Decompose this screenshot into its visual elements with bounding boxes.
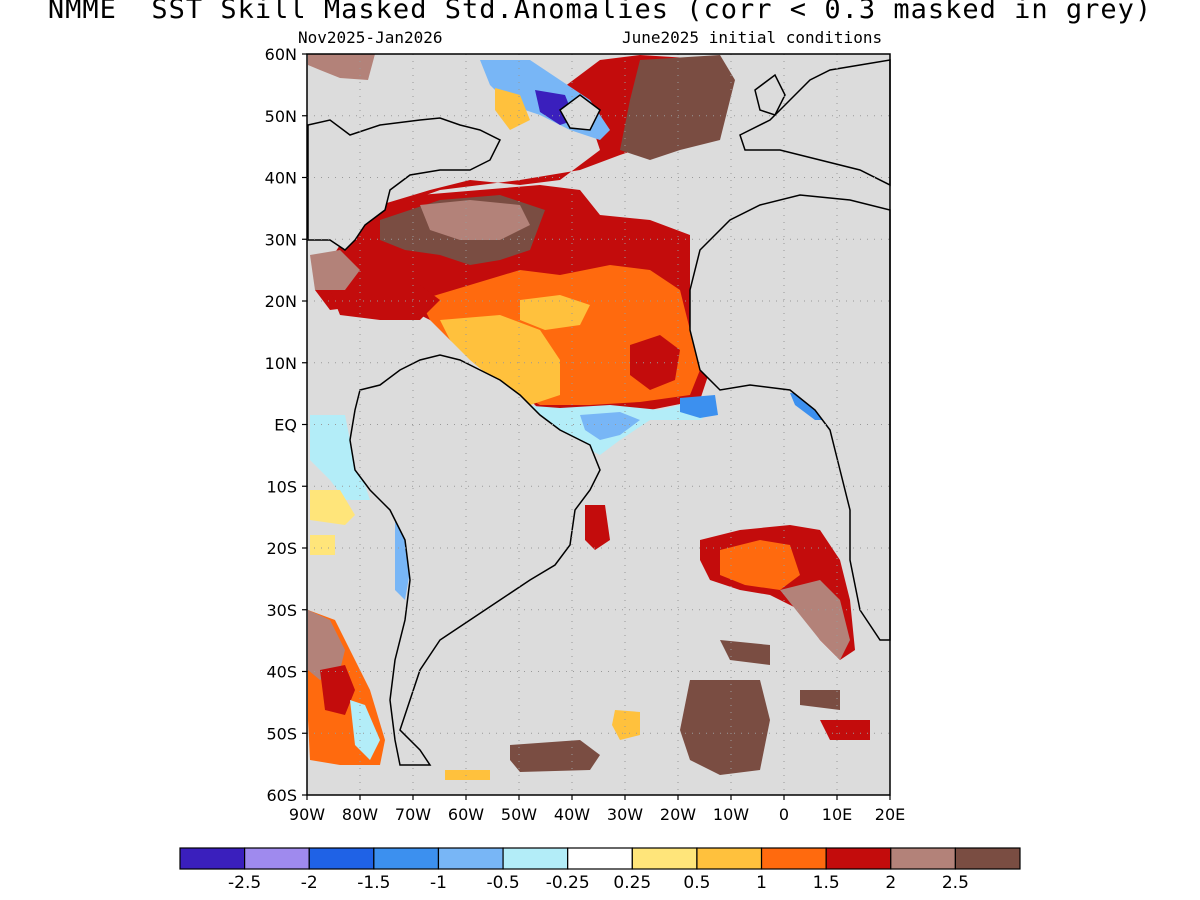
lon-tick-label: 20W — [660, 805, 696, 824]
lat-tick-label: 50S — [266, 724, 297, 743]
east-pacific-cool — [310, 415, 370, 500]
lon-tick-label: 70W — [395, 805, 431, 824]
colorbar-swatch — [567, 847, 633, 870]
lat-tick-label: 30N — [265, 230, 297, 249]
colorbar-label: 1 — [756, 873, 767, 893]
lat-tick-label: 20S — [266, 539, 297, 558]
valid-period-label: Nov2025-Jan2026 — [298, 28, 443, 47]
colorbar-label: -1 — [430, 873, 447, 893]
gulf-mexico-brown — [310, 250, 360, 290]
lat-tick-label: EQ — [274, 416, 297, 435]
south-america-coast — [349, 354, 601, 766]
north-atlantic-anomalies — [308, 54, 735, 410]
equatorial-cool-1 — [580, 412, 640, 440]
south-atlantic-orange-patch — [445, 770, 490, 780]
initial-conditions-label: June2025 initial conditions — [622, 28, 883, 47]
lat-tick-label: 30S — [266, 601, 297, 620]
lon-tick-label: 0 — [779, 805, 789, 824]
map-panel — [306, 53, 891, 796]
south-atlantic-red-patch — [820, 720, 870, 740]
colorbar: -2.5 -2 -1.5 -1 -0.5 -0.25 0.25 0.5 1 1.5 2 2.5 — [179, 847, 1021, 893]
east-pacific-yellow-2 — [310, 535, 335, 555]
colorbar-label: 1.5 — [813, 873, 840, 893]
tropical-light-orange-1 — [440, 315, 560, 405]
subtropical-brown-2 — [420, 200, 530, 240]
se-pacific-cool — [350, 700, 380, 760]
east-pacific-yellow — [310, 490, 355, 525]
north-america-coast — [307, 117, 502, 251]
lon-tick-label: 90W — [289, 805, 325, 824]
lon-tick-label: 30W — [607, 805, 643, 824]
colorbar-label: -0.5 — [486, 873, 519, 893]
lon-tick-label: 20E — [875, 805, 905, 824]
south-atlantic-anomalies — [445, 505, 870, 780]
coastlines — [307, 59, 891, 766]
se-atlantic-orange — [720, 540, 800, 590]
colorbar-swatch — [179, 847, 246, 870]
colorbar-swatch — [437, 847, 504, 870]
colorbar-label: -1.5 — [357, 873, 390, 893]
africa-coast — [689, 194, 891, 641]
south-atlantic-brown-1 — [680, 680, 770, 775]
colorbar-swatch — [696, 847, 763, 870]
south-atlantic-warm-patch — [585, 505, 610, 550]
se-pacific-brown — [308, 610, 345, 680]
colorbar-swatch — [244, 847, 310, 870]
colorbar-swatch — [954, 847, 1021, 870]
colorbar-label: 0.5 — [683, 873, 710, 893]
colorbar-swatch — [760, 847, 827, 870]
south-atlantic-brown-3 — [720, 640, 770, 665]
lat-tick-label: 10S — [266, 477, 297, 496]
south-atlantic-yellow-patch — [612, 710, 640, 740]
lat-tick-label: 40N — [265, 169, 297, 188]
colorbar-label: 0.25 — [613, 873, 651, 893]
colorbar-label: -2 — [301, 873, 318, 893]
lon-tick-label: 50W — [501, 805, 537, 824]
colorbar-label: -0.25 — [546, 873, 590, 893]
south-atlantic-brown-4 — [800, 690, 840, 710]
ne-atlantic-brown — [620, 55, 735, 160]
map-title: NMME SST Skill Masked Std.Anomalies (cor… — [47, 0, 1153, 25]
colorbar-swatch — [502, 847, 569, 870]
lat-tick-label: 60N — [265, 45, 297, 64]
british-isles — [754, 73, 786, 116]
lat-tick-label: 20N — [265, 292, 297, 311]
gulf-guinea-cool — [680, 395, 718, 418]
pacific-nw-brown — [308, 54, 375, 80]
colorbar-swatch — [825, 847, 892, 870]
lat-tick-label: 50N — [265, 107, 297, 126]
tropical-light-orange-2 — [520, 295, 590, 330]
colorbar-swatch — [890, 847, 956, 870]
lat-tick-label: 40S — [266, 663, 297, 682]
colorbar-swatch — [308, 847, 375, 870]
lat-tick-label: 10N — [265, 354, 297, 373]
colorbar-label: 2 — [885, 873, 896, 893]
southeast-pacific-anomalies — [308, 610, 385, 765]
colorbar-label: -2.5 — [228, 873, 261, 893]
colorbar-label: 2.5 — [942, 873, 969, 893]
lon-tick-label: 10W — [713, 805, 749, 824]
gulf-stream-warm-patch — [495, 88, 530, 130]
latitude-axis: 60N 50N 40N 30N 20N 10N EQ 10S 20S 30S 40S 50S 60S — [265, 45, 307, 805]
tropical-red-core — [630, 335, 680, 390]
se-atlantic-brown — [780, 580, 850, 660]
equatorial-anomalies — [310, 393, 830, 600]
lon-tick-label: 60W — [448, 805, 484, 824]
colorbar-swatch — [373, 847, 440, 870]
caribbean-warm — [330, 280, 440, 320]
colorbar-swatch — [631, 847, 698, 870]
lon-tick-label: 80W — [342, 805, 378, 824]
lat-tick-label: 60S — [266, 786, 297, 805]
newfoundland — [559, 94, 601, 131]
longitude-axis: 90W 80W 70W 60W 50W 40W 30W 20W 10W 0 10E 20E — [289, 795, 905, 824]
lon-tick-label: 40W — [554, 805, 590, 824]
lon-tick-label: 10E — [822, 805, 852, 824]
se-pacific-red — [320, 665, 355, 715]
south-atlantic-brown-2 — [510, 740, 600, 772]
